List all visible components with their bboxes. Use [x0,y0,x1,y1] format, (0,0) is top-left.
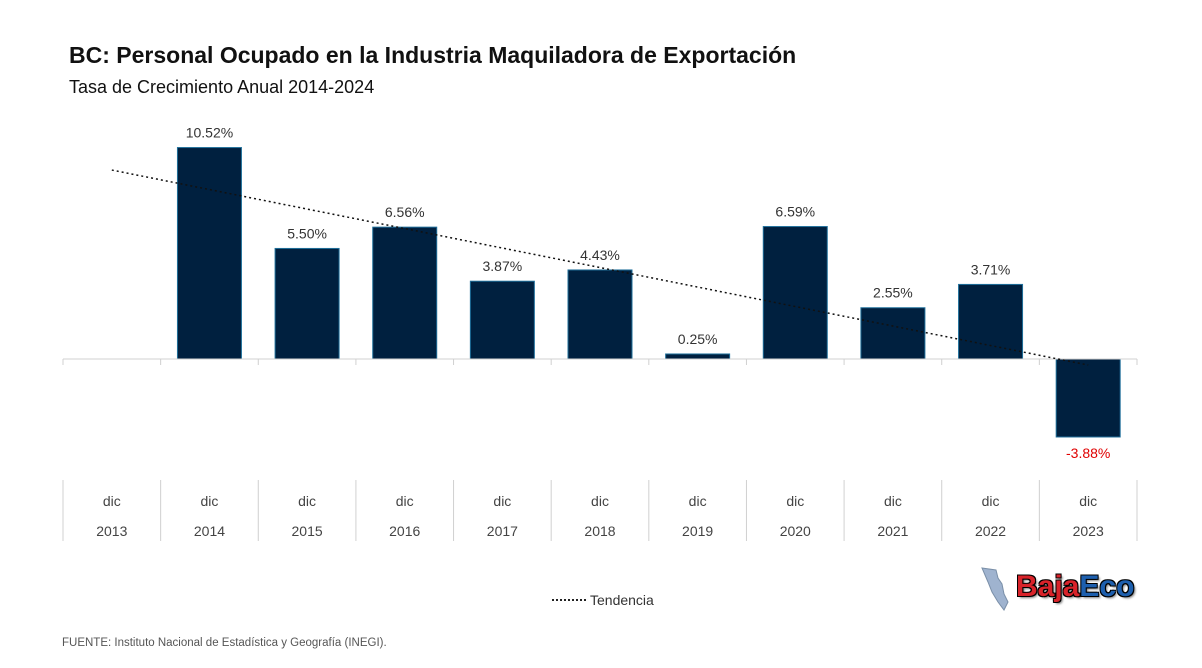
logo-wordmark: BajaEco [1016,570,1134,604]
trendline [111,169,1089,366]
x-tick-month: dic [982,493,1000,509]
legend: Tendencia [552,592,654,608]
logo-text-eco: Eco [1079,570,1135,603]
bar-2022 [958,283,1024,360]
x-tick-year: 2021 [877,523,908,539]
bar-2016 [372,226,438,360]
x-tick-month: dic [689,493,707,509]
x-tick-month: dic [201,493,219,509]
data-label-2015: 5.50% [287,225,327,241]
x-tick-year: 2013 [96,523,127,539]
x-tick-month: dic [884,493,902,509]
x-tick-year: 2016 [389,523,420,539]
data-label-2017: 3.87% [483,258,523,274]
x-tick-month: dic [591,493,609,509]
x-tick-month: dic [786,493,804,509]
x-tick-year: 2020 [780,523,811,539]
axis-group: dic 2013 dic 2014 dic 2015 dic 2016 dic 2017 dic 20… [62,358,1138,541]
x-tick-month: dic [298,493,316,509]
data-label-2021: 2.55% [873,285,913,301]
x-tick-year: 2018 [584,523,615,539]
chart-title: BC: Personal Ocupado en la Industria Maq… [69,42,797,68]
data-label-2016: 6.56% [385,204,425,220]
x-tick-year: 2015 [292,523,323,539]
bar-2017 [469,280,535,360]
x-tick-month: dic [1079,493,1097,509]
chart-subtitle: Tasa de Crecimiento Anual 2014-2024 [69,77,375,97]
bar-2015 [274,247,340,360]
bar-2014 [176,147,242,360]
bar-2023 [1055,358,1121,438]
source-note: FUENTE: Instituto Nacional de Estadístic… [62,637,387,649]
bar-2020 [762,226,828,360]
trendline-group [111,169,1089,366]
legend-trend-swatch [552,599,586,601]
bar-2019 [665,353,731,360]
x-tick-month: dic [493,493,511,509]
legend-trend-label: Tendencia [590,592,654,608]
x-tick-month: dic [396,493,414,509]
bars-group [176,147,1121,438]
x-tick-year: 2014 [194,523,225,539]
data-label-2019: 0.25% [678,331,718,347]
bar-2021 [860,307,926,360]
data-label-2018: 4.43% [580,247,620,263]
x-tick-year: 2023 [1073,523,1104,539]
bar-2018 [567,269,633,360]
x-tick-month: dic [103,493,121,509]
logo-text-baja: Baja [1016,570,1080,603]
x-tick-year: 2019 [682,523,713,539]
map-logo-icon [981,567,1009,611]
x-tick-year: 2022 [975,523,1006,539]
x-tick-year: 2017 [487,523,518,539]
data-label-2022: 3.71% [971,261,1011,277]
bajaeco-logo: BajaEco [980,566,1150,612]
data-labels-group: 10.52% 5.50% 6.56% 3.87% 4.43% 0.25% 6.59% 2.55… [186,125,1111,461]
data-label-2014: 10.52% [186,125,233,141]
data-label-2023: -3.88% [1066,445,1110,461]
data-label-2020: 6.59% [775,204,815,220]
